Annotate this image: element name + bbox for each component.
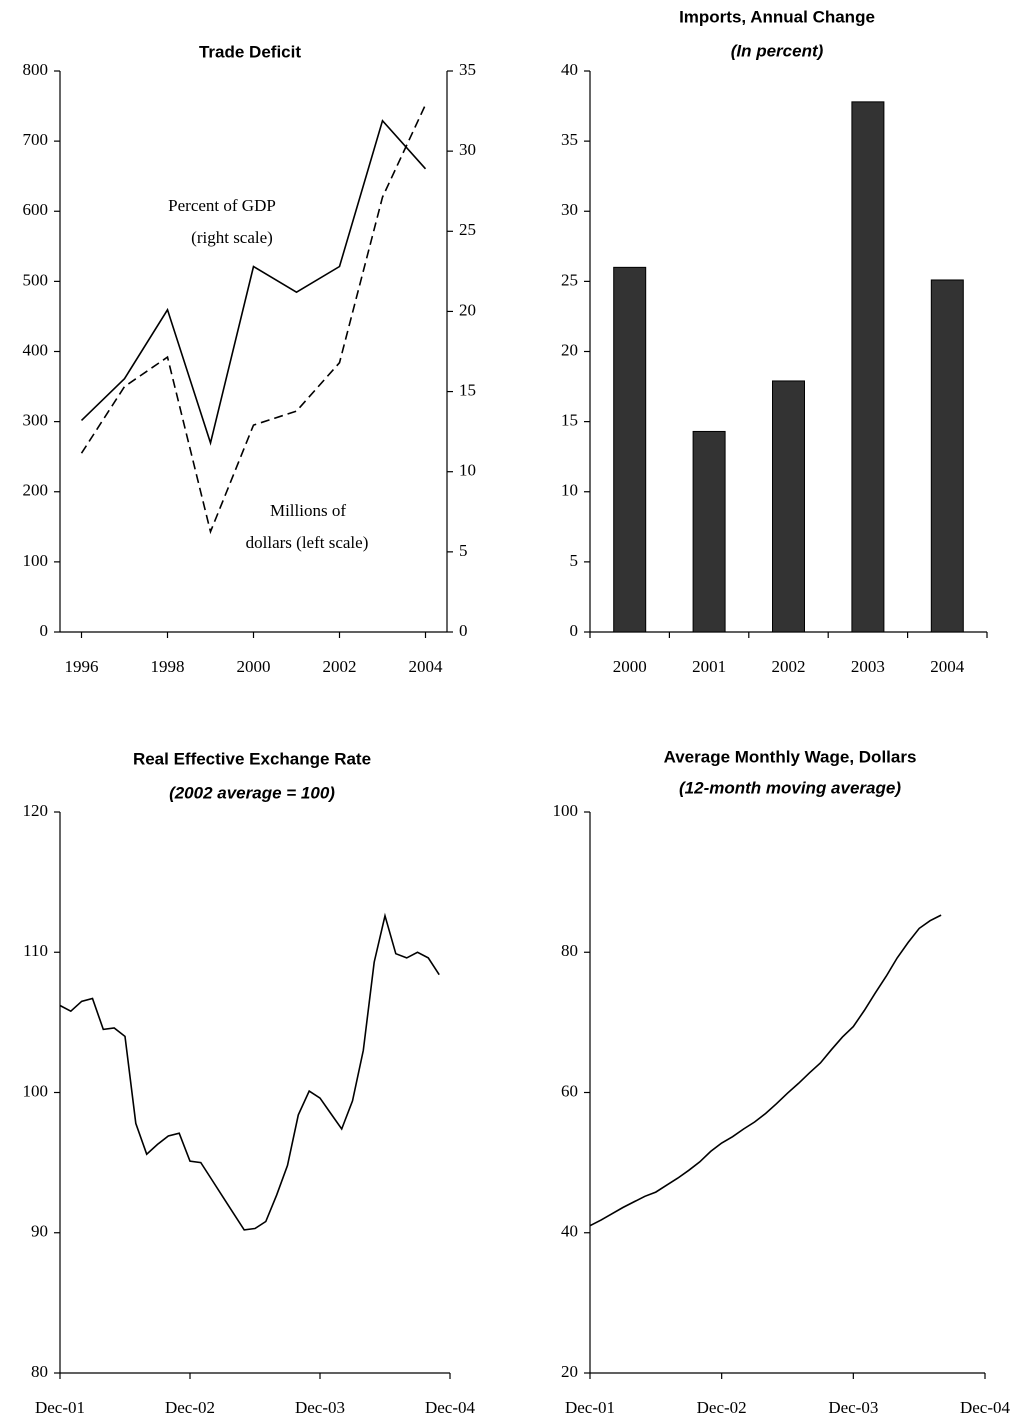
chart-subtitle: (12-month moving average) xyxy=(679,778,901,797)
annotation: (right scale) xyxy=(191,228,273,247)
x-tick-label: Dec-01 xyxy=(35,1398,85,1417)
y2-tick-label: 15 xyxy=(459,380,476,399)
x-tick-label: Dec-03 xyxy=(828,1398,878,1417)
y2-tick-label: 20 xyxy=(459,300,476,319)
chart-subtitle: (In percent) xyxy=(731,41,824,60)
y2-tick-label: 25 xyxy=(459,220,476,239)
x-tick-label: 1996 xyxy=(65,657,99,676)
y-tick-label: 200 xyxy=(23,481,49,500)
y-tick-label: 300 xyxy=(23,411,49,430)
line-series xyxy=(80,119,427,446)
x-tick-label: Dec-04 xyxy=(960,1398,1011,1417)
y-tick-label: 0 xyxy=(40,621,49,640)
chart-title: Imports, Annual Change xyxy=(679,7,875,26)
line-series xyxy=(59,912,440,1231)
x-tick-label: 2004 xyxy=(930,657,965,676)
y-tick-label: 100 xyxy=(23,1081,49,1100)
chart-title: Real Effective Exchange Rate xyxy=(133,749,371,768)
y2-tick-label: 35 xyxy=(459,60,476,79)
x-tick-label: Dec-02 xyxy=(697,1398,747,1417)
x-tick-label: 2000 xyxy=(613,657,647,676)
y-tick-label: 90 xyxy=(31,1222,48,1241)
y-tick-label: 600 xyxy=(23,200,49,219)
y-tick-label: 40 xyxy=(561,60,578,79)
bar xyxy=(851,101,885,633)
y-tick-label: 30 xyxy=(561,200,578,219)
y-tick-label: 100 xyxy=(23,551,49,570)
y-tick-label: 60 xyxy=(561,1081,578,1100)
chart-title: Trade Deficit xyxy=(199,42,301,61)
y2-tick-label: 30 xyxy=(459,140,476,159)
x-tick-label: Dec-03 xyxy=(295,1398,345,1417)
x-tick-label: Dec-02 xyxy=(165,1398,215,1417)
y-tick-label: 80 xyxy=(31,1362,48,1381)
y-tick-label: 15 xyxy=(561,411,578,430)
y-tick-label: 5 xyxy=(570,551,579,570)
annotation: Millions of xyxy=(270,501,346,520)
y-tick-label: 0 xyxy=(570,621,579,640)
bar xyxy=(692,430,726,633)
y-tick-label: 10 xyxy=(561,481,578,500)
y-tick-label: 20 xyxy=(561,1362,578,1381)
x-tick-label: 2002 xyxy=(323,657,357,676)
x-tick-label: Dec-04 xyxy=(425,1398,476,1417)
y-tick-label: 400 xyxy=(23,340,49,359)
y-tick-label: 20 xyxy=(561,340,578,359)
x-tick-label: 2002 xyxy=(772,657,806,676)
y-tick-label: 500 xyxy=(23,270,49,289)
x-tick-label: 2000 xyxy=(237,657,271,676)
annotation: Percent of GDP xyxy=(168,196,276,215)
y-tick-label: 25 xyxy=(561,270,578,289)
y-tick-label: 100 xyxy=(553,801,579,820)
bar xyxy=(613,266,647,633)
x-tick-label: 1998 xyxy=(151,657,185,676)
y-tick-label: 35 xyxy=(561,130,578,149)
y-tick-label: 120 xyxy=(23,801,49,820)
x-tick-label: 2001 xyxy=(692,657,726,676)
y2-tick-label: 0 xyxy=(459,621,468,640)
bar xyxy=(772,380,805,633)
x-tick-label: Dec-01 xyxy=(565,1398,615,1417)
x-tick-label: 2004 xyxy=(409,657,444,676)
y-tick-label: 700 xyxy=(23,130,49,149)
bar xyxy=(930,279,964,633)
y-tick-label: 80 xyxy=(561,941,578,960)
y-tick-label: 110 xyxy=(23,941,48,960)
y-tick-label: 40 xyxy=(561,1222,578,1241)
line-series xyxy=(80,104,427,535)
y2-tick-label: 5 xyxy=(459,541,468,560)
chart-subtitle: (2002 average = 100) xyxy=(169,783,335,802)
line-series xyxy=(589,914,942,1227)
y-tick-label: 800 xyxy=(23,60,49,79)
x-tick-label: 2003 xyxy=(851,657,885,676)
y2-tick-label: 10 xyxy=(459,461,476,480)
annotation: dollars (left scale) xyxy=(246,533,369,552)
chart-title: Average Monthly Wage, Dollars xyxy=(664,747,917,766)
